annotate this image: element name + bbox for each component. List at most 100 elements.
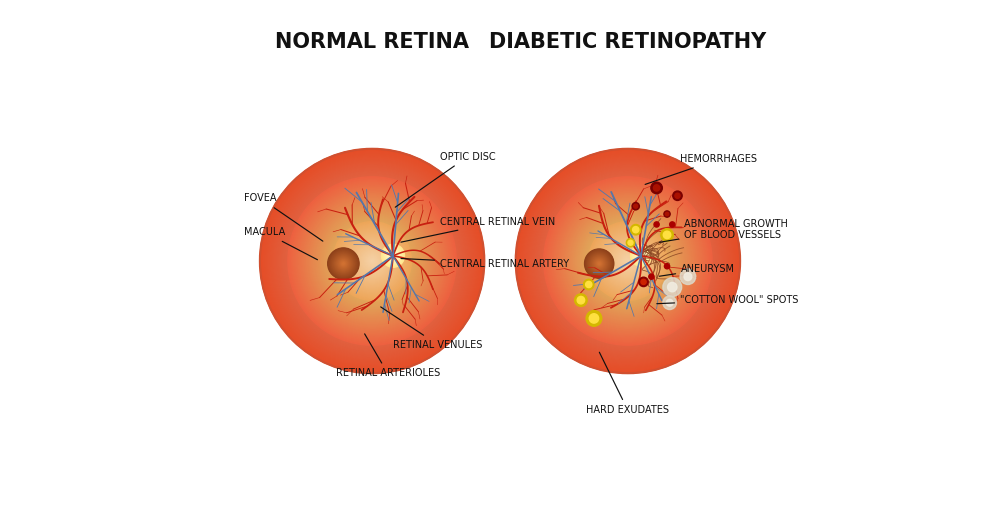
Circle shape [329, 218, 415, 304]
Circle shape [315, 204, 429, 318]
Text: HEMORRHAGES: HEMORRHAGES [645, 154, 757, 184]
Circle shape [605, 238, 651, 284]
Circle shape [631, 246, 651, 265]
Circle shape [593, 227, 662, 295]
Circle shape [574, 207, 682, 315]
Circle shape [544, 177, 712, 345]
Circle shape [531, 164, 725, 358]
Circle shape [382, 244, 404, 267]
Circle shape [590, 223, 665, 299]
Circle shape [320, 209, 424, 313]
Circle shape [289, 178, 455, 344]
Circle shape [516, 149, 740, 373]
Circle shape [609, 242, 647, 280]
Circle shape [369, 258, 375, 264]
Circle shape [532, 164, 724, 358]
Circle shape [367, 256, 377, 266]
Circle shape [563, 196, 692, 326]
Circle shape [385, 247, 401, 264]
Circle shape [335, 255, 352, 272]
Circle shape [520, 153, 735, 369]
Circle shape [331, 220, 413, 302]
Circle shape [542, 175, 714, 347]
Circle shape [342, 263, 344, 265]
Circle shape [293, 182, 452, 340]
Circle shape [621, 254, 634, 268]
Circle shape [271, 160, 473, 362]
Circle shape [585, 250, 613, 278]
Circle shape [549, 183, 706, 339]
Circle shape [586, 251, 612, 277]
Circle shape [541, 174, 715, 348]
Circle shape [343, 232, 401, 290]
Circle shape [603, 236, 653, 286]
Circle shape [533, 167, 722, 355]
Circle shape [350, 239, 395, 283]
Circle shape [595, 259, 604, 268]
Circle shape [306, 195, 439, 327]
Circle shape [294, 183, 450, 339]
Circle shape [540, 173, 716, 349]
Circle shape [333, 222, 411, 300]
Circle shape [391, 254, 395, 258]
Circle shape [332, 252, 355, 275]
Circle shape [280, 169, 465, 353]
Circle shape [666, 299, 673, 306]
Text: MACULA: MACULA [244, 227, 317, 260]
Circle shape [631, 245, 651, 266]
Circle shape [335, 255, 352, 272]
Circle shape [618, 251, 638, 271]
Circle shape [592, 256, 606, 271]
Circle shape [572, 205, 684, 317]
Circle shape [596, 260, 602, 267]
Circle shape [332, 253, 354, 275]
Circle shape [392, 254, 394, 257]
Circle shape [340, 260, 347, 267]
Circle shape [637, 252, 645, 260]
Circle shape [336, 256, 351, 271]
Circle shape [263, 151, 482, 371]
Text: RETINAL ARTERIOLES: RETINAL ARTERIOLES [336, 334, 440, 378]
Circle shape [559, 192, 697, 330]
Circle shape [310, 199, 434, 323]
Circle shape [530, 163, 726, 359]
Circle shape [622, 255, 634, 267]
Circle shape [272, 161, 472, 361]
Circle shape [589, 254, 609, 274]
Circle shape [348, 236, 396, 286]
Circle shape [297, 186, 447, 336]
Circle shape [331, 251, 356, 276]
Circle shape [532, 165, 723, 357]
Circle shape [680, 269, 696, 284]
Circle shape [265, 153, 480, 369]
Circle shape [626, 259, 630, 263]
Circle shape [615, 248, 641, 274]
Circle shape [337, 257, 350, 270]
Circle shape [328, 217, 416, 305]
Circle shape [386, 249, 400, 263]
Circle shape [298, 187, 446, 335]
Circle shape [333, 254, 353, 274]
Circle shape [321, 209, 424, 313]
Circle shape [614, 247, 642, 275]
Circle shape [387, 250, 399, 262]
Circle shape [328, 248, 359, 279]
Circle shape [266, 156, 478, 366]
Circle shape [673, 191, 682, 200]
Circle shape [595, 260, 603, 267]
Circle shape [633, 248, 648, 263]
Circle shape [370, 259, 374, 263]
Circle shape [307, 196, 438, 326]
Circle shape [635, 250, 647, 262]
Circle shape [364, 253, 381, 269]
Circle shape [616, 249, 640, 273]
Circle shape [543, 176, 713, 346]
Circle shape [595, 228, 661, 294]
Circle shape [601, 234, 655, 288]
Circle shape [539, 172, 717, 350]
Circle shape [560, 193, 696, 329]
Circle shape [633, 247, 649, 264]
Circle shape [288, 177, 456, 345]
Circle shape [340, 260, 347, 267]
Circle shape [385, 248, 401, 264]
